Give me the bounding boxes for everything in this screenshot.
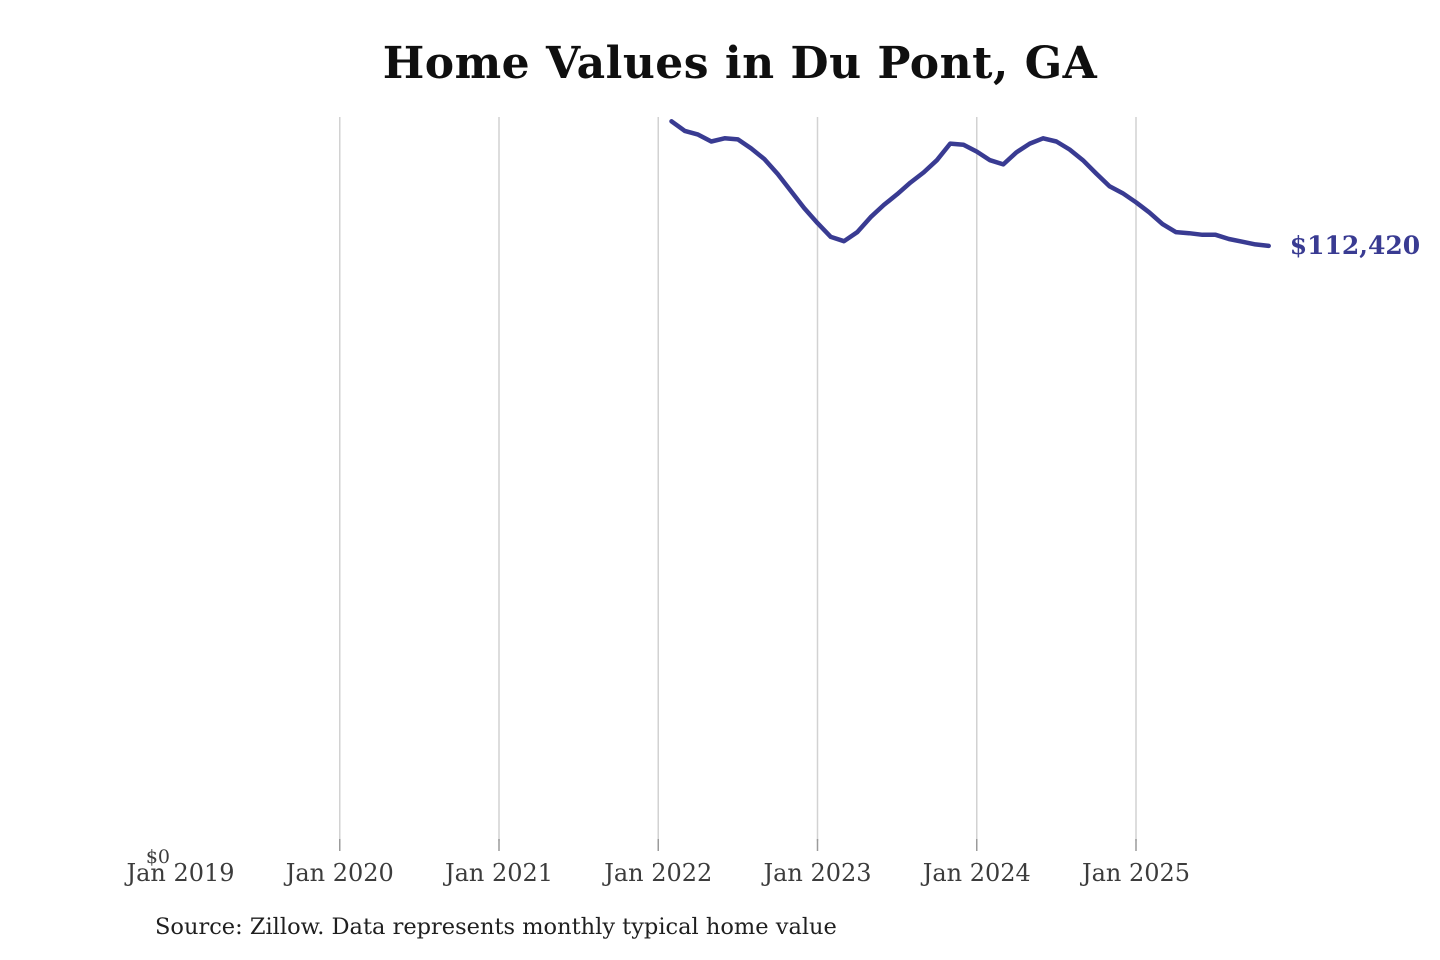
x-axis-label-2025: Jan 2025 xyxy=(1079,859,1190,887)
latest-value-label: $112,420 xyxy=(1290,231,1420,260)
x-axis-label-2019: Jan 2019 xyxy=(123,859,234,887)
source-note: Source: Zillow. Data represents monthly … xyxy=(155,914,837,940)
home-value-line xyxy=(669,119,1271,249)
x-axis-label-2020: Jan 2020 xyxy=(283,859,394,887)
x-axis-label-2024: Jan 2024 xyxy=(920,859,1031,887)
y-axis-zero-label: $0 xyxy=(146,846,170,868)
chart-title: Home Values in Du Pont, GA xyxy=(382,38,1098,89)
x-axis-label-2021: Jan 2021 xyxy=(442,859,553,887)
x-axis-label-2023: Jan 2023 xyxy=(760,859,871,887)
x-axis-label-2022: Jan 2022 xyxy=(601,859,712,887)
